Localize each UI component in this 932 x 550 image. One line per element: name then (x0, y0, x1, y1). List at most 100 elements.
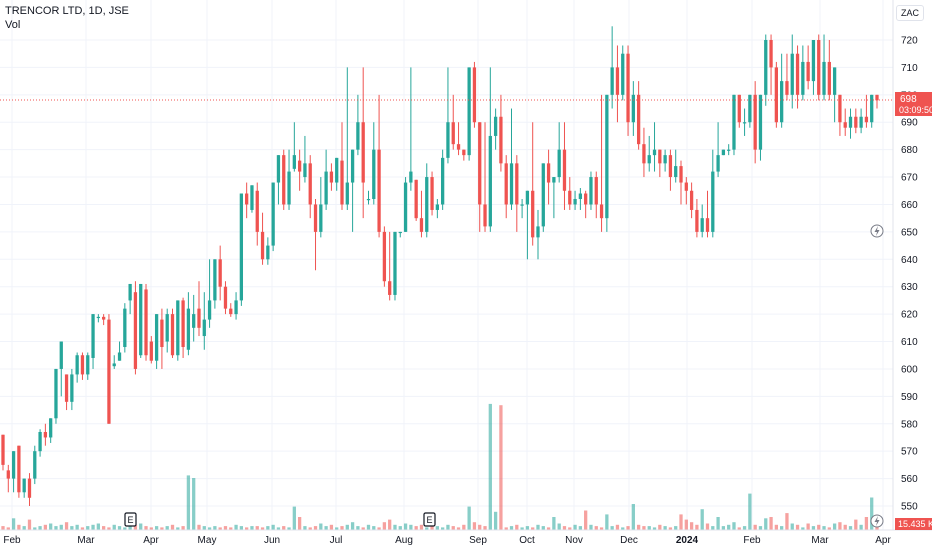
candle-body (568, 190, 572, 205)
volume-legend[interactable]: Vol (5, 19, 21, 31)
candle (181, 297, 185, 358)
candle (345, 67, 349, 210)
candle-body (170, 314, 175, 356)
time-axis[interactable]: Feb Mar Apr May Jun Jul Aug Sep Oct Nov Dec 2024 Feb… (3, 535, 891, 546)
dividend-lightning-icon[interactable] (870, 514, 884, 528)
candle (748, 94, 752, 128)
candle (419, 190, 424, 238)
candle (520, 198, 524, 219)
volume-bar (515, 524, 519, 530)
last-volume-badge: 15.435 K (895, 518, 932, 530)
candle-body (117, 352, 122, 361)
volume-bar (870, 497, 874, 530)
candle (621, 45, 625, 101)
earnings-marker-1[interactable]: E (124, 512, 137, 527)
candle (107, 314, 111, 424)
x-tick-label: Jul (330, 535, 343, 546)
candle-body (107, 319, 111, 424)
candle-body (621, 53, 625, 95)
candle-body (456, 144, 461, 150)
candle (372, 122, 376, 205)
volume-bar (239, 526, 244, 530)
volume-bar (531, 527, 535, 530)
candle (382, 226, 387, 287)
candle (255, 182, 259, 246)
candle-body (181, 300, 185, 348)
candle-body (557, 149, 561, 178)
earnings-marker-2[interactable]: E (423, 512, 436, 527)
candle (769, 34, 773, 95)
candle (806, 45, 810, 90)
volume-bar (610, 526, 614, 530)
volume-bar (308, 527, 312, 530)
volume-bar (186, 475, 191, 530)
volume-bar (117, 526, 122, 530)
candle-body (366, 198, 371, 201)
candle-body (509, 163, 514, 205)
candle-body (80, 355, 85, 375)
candle-body (176, 300, 180, 356)
candle-body (329, 171, 334, 183)
candle-body (430, 177, 434, 210)
candle (811, 40, 816, 95)
candle (552, 177, 556, 219)
dividend-lightning-icon[interactable] (870, 224, 884, 238)
candle-body (594, 177, 598, 205)
candle (642, 127, 646, 178)
candle (478, 122, 482, 232)
candle-body (345, 182, 349, 205)
candle (128, 283, 132, 315)
candle-body (462, 149, 466, 156)
volume-bar (324, 526, 328, 530)
candle-body (207, 300, 212, 320)
volume-bar (562, 526, 567, 530)
volume-bar (49, 523, 53, 530)
volume-bar (446, 524, 450, 530)
candle (546, 149, 551, 205)
candle (234, 292, 238, 320)
volume-bar (441, 527, 445, 530)
volume-bar (679, 514, 683, 530)
candle (568, 177, 572, 210)
volume-bar (435, 526, 439, 530)
candle-body (483, 204, 487, 227)
volume-bar (80, 527, 85, 530)
candle (732, 94, 736, 156)
volume-bar (642, 526, 646, 530)
candle (335, 157, 339, 191)
candle (838, 94, 842, 136)
candle-body (350, 149, 355, 183)
candle (430, 171, 434, 216)
candle (737, 94, 741, 128)
candle (848, 108, 853, 139)
volume-bar (674, 526, 678, 530)
candle-body (854, 116, 858, 128)
candle-body (144, 289, 148, 356)
price-series (1, 26, 879, 506)
symbol-title[interactable]: TRENCOR LTD, 1D, JSE (5, 5, 129, 17)
candle (711, 149, 715, 238)
currency-badge[interactable]: ZAC (896, 5, 924, 21)
candle (350, 149, 355, 232)
volume-bar (478, 524, 482, 530)
candle (75, 352, 79, 383)
volume-bar (393, 524, 397, 530)
x-tick-label: Sep (469, 535, 487, 546)
volume-bar (462, 524, 466, 530)
candle-body (27, 478, 32, 498)
candle-body (319, 204, 323, 232)
volume-bar (605, 514, 609, 530)
candle-body (446, 122, 450, 158)
candle (727, 144, 731, 156)
volume-bar (33, 527, 37, 530)
candle (758, 94, 763, 161)
candle (43, 423, 48, 446)
candle (488, 67, 492, 232)
candle-body (160, 319, 164, 348)
volume-bar (38, 526, 42, 530)
volume-bar (764, 518, 768, 530)
candle (292, 122, 296, 172)
volume-bar (139, 523, 143, 530)
candle (700, 204, 704, 238)
